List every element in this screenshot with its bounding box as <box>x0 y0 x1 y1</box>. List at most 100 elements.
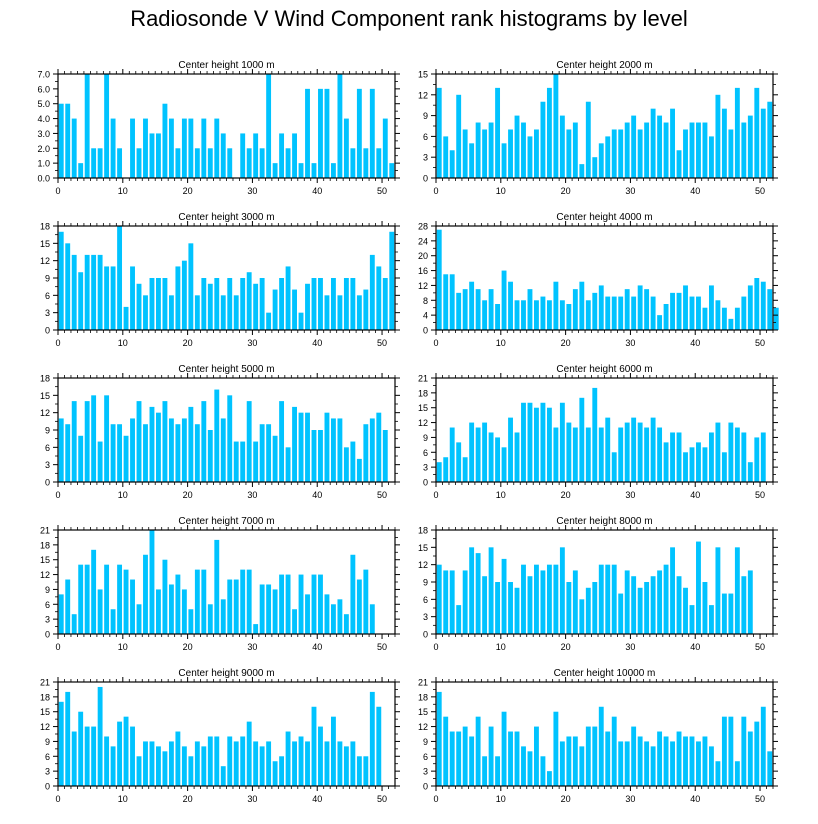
bar <box>298 412 304 482</box>
bar <box>611 716 617 786</box>
bar <box>65 579 71 634</box>
bar <box>285 731 291 786</box>
bar <box>272 589 278 634</box>
bar <box>84 401 90 482</box>
bar <box>754 437 760 482</box>
y-tick-label: 9 <box>423 578 428 588</box>
bar <box>279 278 285 330</box>
y-tick-label: 0 <box>45 782 50 792</box>
bar <box>702 307 708 330</box>
bar <box>253 441 259 482</box>
bar <box>462 570 468 634</box>
x-tick-label: 10 <box>496 338 506 348</box>
bar <box>279 133 285 178</box>
panel-title: Center height 8000 m <box>556 516 652 527</box>
bar <box>579 599 585 634</box>
bar <box>508 281 513 330</box>
bar <box>330 418 336 482</box>
panel-9: Center height 9000 m 0 3 6 9 12 15 18 21 0 10 20 30 4… <box>40 668 400 804</box>
x-tick-label: 50 <box>755 794 765 804</box>
bar <box>566 736 572 786</box>
x-tick-label: 50 <box>377 794 387 804</box>
x-tick-label: 30 <box>625 642 635 652</box>
y-tick-label: 7.0 <box>37 70 50 80</box>
panel-title: Center height 9000 m <box>178 668 274 679</box>
bar <box>475 122 481 178</box>
bar <box>734 427 740 482</box>
bar <box>715 547 721 634</box>
x-tick-label: 0 <box>55 186 60 196</box>
bar <box>741 716 747 786</box>
bar <box>188 118 194 178</box>
bar <box>214 736 220 786</box>
y-tick-label: 3.0 <box>37 129 50 139</box>
bar <box>702 122 708 178</box>
bar <box>501 447 507 482</box>
bar <box>553 564 559 634</box>
x-tick-label: 40 <box>690 642 700 652</box>
x-tick-label: 20 <box>561 338 571 348</box>
bar <box>559 741 565 786</box>
bar <box>676 576 682 634</box>
bar <box>462 726 468 786</box>
x-tick-label: 30 <box>625 186 635 196</box>
bar <box>376 706 382 786</box>
y-tick-label: 6 <box>423 752 428 762</box>
bar <box>382 430 388 482</box>
bar <box>534 300 539 330</box>
bar <box>220 295 226 330</box>
bar <box>123 569 129 634</box>
bar <box>559 402 565 482</box>
bar <box>311 706 317 786</box>
bar <box>546 407 552 482</box>
panel-title: Center height 1000 m <box>178 60 274 71</box>
x-tick-label: 20 <box>561 794 571 804</box>
y-tick-label: 15 <box>40 555 50 565</box>
bar <box>754 87 760 178</box>
bar <box>84 726 90 786</box>
bar <box>149 741 155 786</box>
bar <box>598 143 604 178</box>
bar <box>220 766 226 786</box>
bar <box>324 412 330 482</box>
bar <box>233 295 239 330</box>
bar <box>65 103 71 178</box>
bar <box>330 278 336 330</box>
bar <box>149 133 155 178</box>
bar <box>611 129 617 178</box>
bar <box>618 129 624 178</box>
bar <box>585 300 591 330</box>
bar <box>220 418 226 482</box>
bar <box>572 122 578 178</box>
bar <box>754 721 760 786</box>
bar <box>259 148 265 178</box>
bar <box>546 771 552 786</box>
bar <box>58 231 64 330</box>
y-tick-label: 18 <box>40 222 50 232</box>
bar <box>162 559 168 634</box>
x-tick-label: 40 <box>312 642 322 652</box>
bar <box>233 741 239 786</box>
bar <box>540 570 546 634</box>
bar <box>285 148 291 178</box>
bar <box>579 281 585 330</box>
bar <box>657 315 663 330</box>
bar <box>201 746 207 786</box>
bar <box>696 442 701 482</box>
y-tick-label: 21 <box>40 678 50 688</box>
bar <box>162 103 168 178</box>
bar <box>514 587 520 634</box>
bar <box>475 427 481 482</box>
panel-10: Center height 10000 m 0 3 6 9 12 15 18 21 0 10 20 30… <box>418 668 778 804</box>
bar <box>650 417 656 482</box>
bar <box>728 593 734 634</box>
bar <box>324 88 330 178</box>
bar <box>644 582 650 634</box>
bar <box>369 604 375 634</box>
bar <box>356 579 362 634</box>
bar <box>734 87 740 178</box>
bar <box>65 424 71 482</box>
bar <box>324 295 330 330</box>
x-tick-label: 10 <box>118 490 128 500</box>
